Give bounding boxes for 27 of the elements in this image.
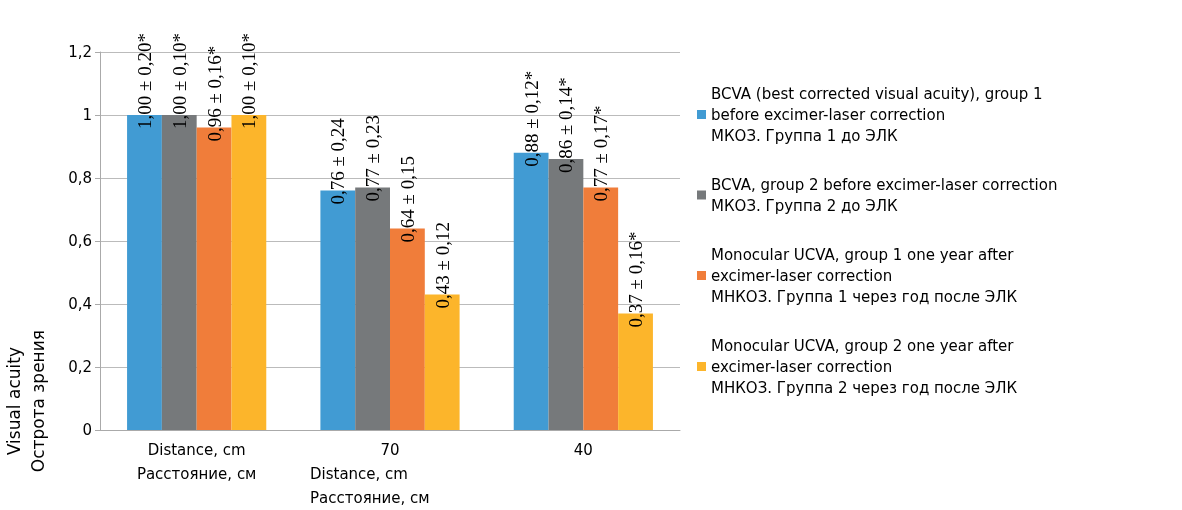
y-tick-label: 1,2 xyxy=(68,43,92,61)
y-tick-label: 1 xyxy=(82,106,92,124)
data-label: 0,86 ± 0,14* xyxy=(555,77,577,174)
legend-label: BCVA (best corrected visual acuity), group 1 before excimer-laser correction МКОЗ. Группа 1 до ЭЛК xyxy=(711,84,1043,145)
legend-label: BCVA, group 2 before excimer-laser correction МКОЗ. Группа 2 до ЭЛК xyxy=(711,175,1058,215)
y-tick-label: 0,4 xyxy=(68,295,92,313)
y-axis-title: Visual acuity Острота зрения xyxy=(4,330,48,473)
data-label: 0,77 ± 0,17* xyxy=(590,105,612,202)
data-label: 0,77 ± 0,23 xyxy=(362,115,384,202)
data-label: 0,43 ± 0,12 xyxy=(431,222,453,309)
x-tick-label: Distance, cm Расстояние, см xyxy=(136,441,257,483)
y-tick-label: 0,6 xyxy=(68,232,92,250)
data-label: 1,00 ± 0,10* xyxy=(238,33,260,129)
data-label: 0,76 ± 0,24 xyxy=(327,117,349,205)
data-label: 0,37 ± 0,16* xyxy=(625,231,647,328)
y-tick-label: 0,8 xyxy=(68,169,92,187)
data-label: 1,00 ± 0,10* xyxy=(168,33,190,129)
y-tick-label: 0 xyxy=(82,421,92,439)
legend-label: Monocular UCVA, group 2 one year after excimer-laser correction МНКОЗ. Группа 2 через год после ЭЛК xyxy=(711,336,1018,397)
legend-label: Monocular UCVA, group 1 one year after excimer-laser correction МНКОЗ. Группа 1 через год после ЭЛК xyxy=(711,245,1018,306)
y-tick-label: 0,2 xyxy=(68,358,92,376)
x-tick-label: 70 xyxy=(380,441,400,459)
data-label: 1,00 ± 0,20* xyxy=(133,33,155,129)
data-label: 0,88 ± 0,12* xyxy=(520,70,542,167)
data-label: 0,96 ± 0,16* xyxy=(203,45,225,142)
x-tick-label: 40 xyxy=(573,441,593,459)
data-label: 0,64 ± 0,15 xyxy=(396,155,418,243)
